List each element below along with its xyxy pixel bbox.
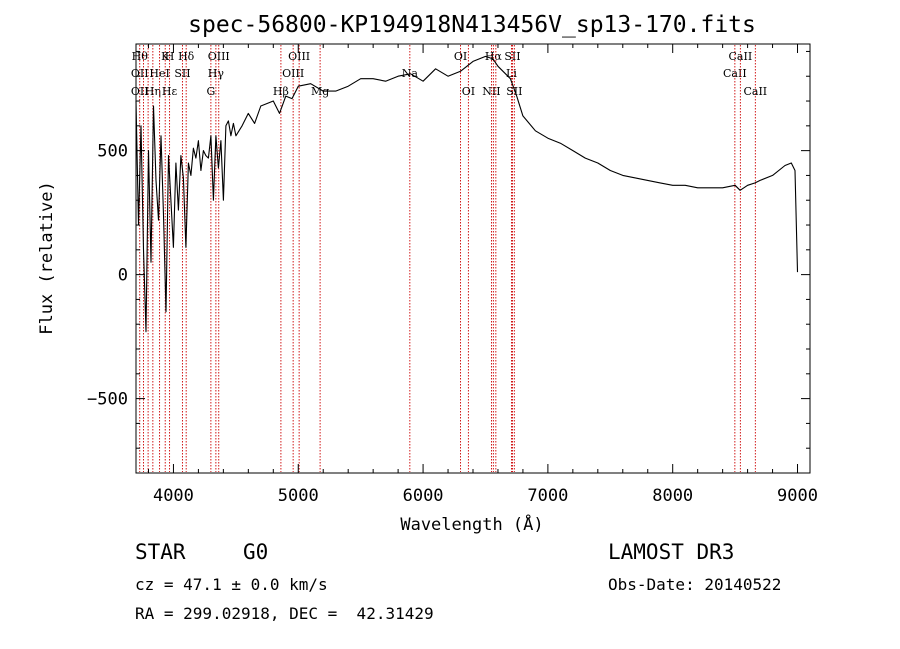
line-marker-label-25-mid: CaII	[723, 67, 747, 80]
line-marker-label-27-bot: CaII	[743, 85, 767, 98]
line-marker-label-8-top: Hδ	[178, 50, 195, 63]
line-marker-label-9-bot: G	[206, 85, 215, 98]
line-marker-label-3-bot: Hη	[145, 85, 161, 98]
line-marker-label-12-bot: Hβ	[273, 85, 289, 98]
line-markers: HθOIIOIIHηHeIKHHεSIIHδGHγOIIIHβOIIIOIIIM…	[131, 45, 767, 472]
y-tick-label-1: 0	[118, 266, 128, 286]
survey-name: LAMOST DR3	[608, 540, 735, 564]
y-axis: −500 0 500	[87, 50, 810, 449]
y-tick-label-0: −500	[87, 390, 128, 410]
object-subclass: G0	[243, 540, 269, 564]
line-marker-label-5-top: K	[161, 50, 170, 63]
x-tick-label-2: 6000	[403, 486, 444, 506]
line-marker-label-20-top: Hα	[485, 50, 503, 63]
line-marker-label-4-mid: HeI	[149, 67, 169, 80]
line-marker-label-0-top: Hθ	[132, 50, 149, 63]
object-class: STAR	[135, 540, 186, 564]
plot-frame	[135, 43, 811, 474]
line-marker-label-0-mid: OII	[131, 67, 149, 80]
chart-title: spec-56800-KP194918N413456V_sp13-170.fit…	[188, 12, 756, 38]
line-marker-label-0-bot: OII	[131, 85, 149, 98]
line-marker-label-11-top: OIII	[208, 50, 230, 63]
line-marker-label-26-top: CaII	[729, 50, 753, 63]
line-marker-label-22-mid: Li	[506, 67, 517, 80]
y-axis-label: Flux (relative)	[37, 181, 57, 335]
line-marker-label-23-top: SII	[504, 50, 520, 63]
redshift-cz: cz = 47.1 ± 0.0 km/s	[135, 575, 328, 594]
line-marker-label-19-bot: NII	[482, 85, 500, 98]
x-tick-label-1: 5000	[278, 486, 319, 506]
line-marker-label-10-mid: Hγ	[208, 67, 225, 80]
line-marker-label-15-bot: Mg	[311, 85, 329, 98]
coordinates: RA = 299.02918, DEC = 42.31429	[135, 604, 434, 623]
y-tick-label-2: 500	[97, 142, 128, 162]
x-tick-label-5: 9000	[777, 486, 818, 506]
x-tick-label-3: 7000	[527, 486, 568, 506]
line-marker-label-14-top: OIII	[288, 50, 310, 63]
line-marker-label-17-top: OI	[454, 50, 467, 63]
observation-date: Obs-Date: 20140522	[608, 575, 782, 594]
line-marker-label-7-mid: SII	[174, 67, 190, 80]
line-marker-label-24-bot: SII	[506, 85, 522, 98]
line-marker-label-13-mid: OIII	[282, 67, 304, 80]
line-marker-label-18-bot: OI	[462, 85, 475, 98]
x-axis-label: Wavelength (Å)	[400, 513, 543, 535]
series-group	[135, 55, 799, 333]
x-axis: 4000 5000 6000 7000 8000 9000	[147, 44, 818, 506]
x-tick-label-0: 4000	[153, 486, 194, 506]
line-marker-label-6-top: H	[165, 50, 175, 63]
x-tick-label-4: 8000	[652, 486, 693, 506]
spectrum-line-0	[135, 55, 799, 333]
line-marker-label-6-bot: Hε	[162, 85, 178, 98]
